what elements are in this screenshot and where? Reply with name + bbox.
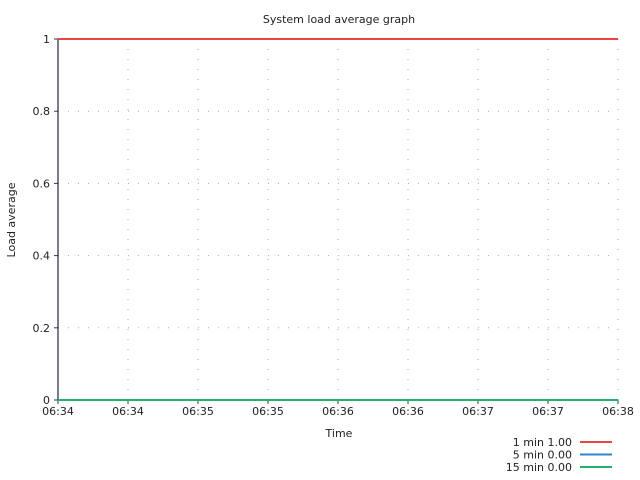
y-tick-label: 0: [43, 394, 50, 407]
x-tick-label: 06:37: [462, 405, 494, 418]
x-tick-label: 06:38: [602, 405, 634, 418]
y-tick-labels: 0 0.2 0.4 0.6 0.8 1: [33, 33, 58, 407]
y-tick-label: 0.2: [33, 322, 51, 335]
legend-entry-label: 15 min 0.00: [506, 461, 572, 474]
x-tick-label: 06:36: [392, 405, 424, 418]
legend-entry-label: 1 min 1.00: [513, 436, 572, 449]
y-tick-label: 0.6: [33, 177, 51, 190]
x-axis-label: Time: [325, 427, 353, 440]
x-tick-label: 06:35: [252, 405, 284, 418]
x-tick-labels: 06:34 06:34 06:35 06:35 06:36 06:36 06:37 06:37…: [42, 400, 634, 418]
series-lines: [58, 38, 618, 401]
legend-entry-label: 5 min 0.00: [513, 449, 572, 462]
grid-lines: [58, 38, 619, 400]
y-axis-label: Load average: [5, 182, 18, 257]
chart-title: System load average graph: [263, 13, 415, 26]
x-tick-label: 06:34: [42, 405, 74, 418]
x-tick-label: 06:35: [182, 405, 214, 418]
y-tick-label: 1: [43, 33, 50, 46]
x-tick-label: 06:37: [532, 405, 564, 418]
x-tick-label: 06:36: [322, 405, 354, 418]
y-tick-label: 0.8: [33, 105, 51, 118]
y-tick-label: 0.4: [33, 250, 51, 263]
x-tick-label: 06:34: [112, 405, 144, 418]
